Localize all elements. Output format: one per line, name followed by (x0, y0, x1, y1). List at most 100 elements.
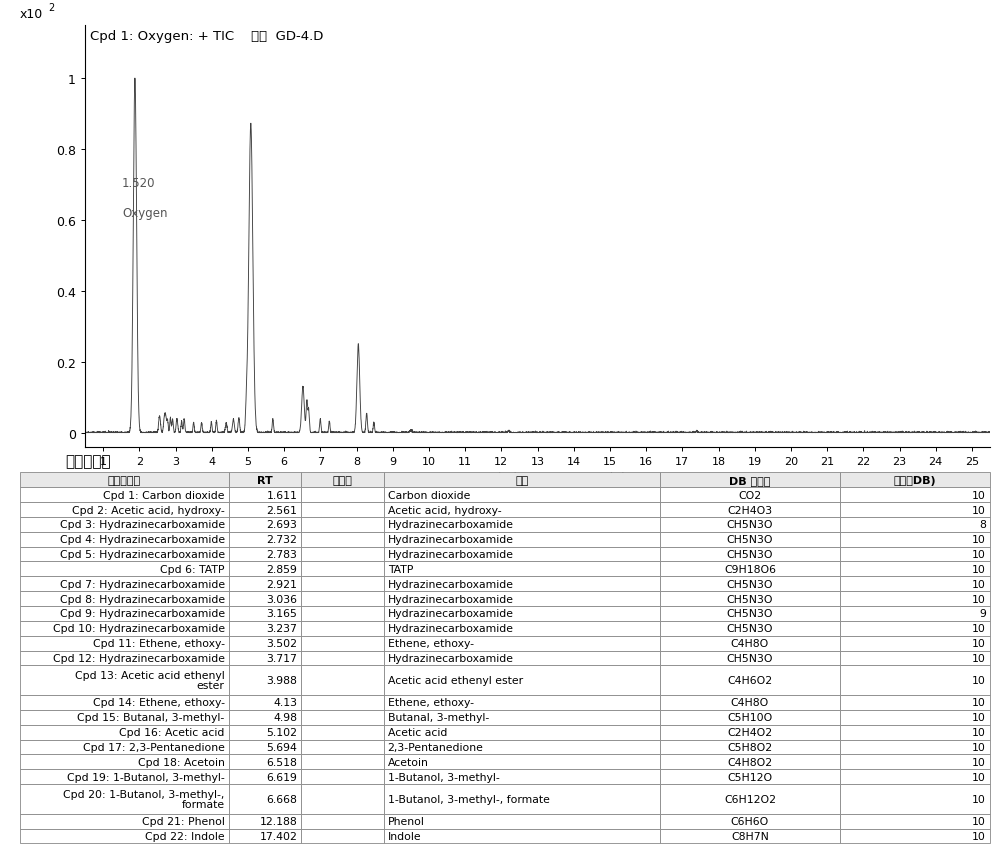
Text: Hydrazinecarboxamide: Hydrazinecarboxamide (388, 520, 514, 530)
Bar (660, 591, 840, 607)
Text: C4H8O: C4H8O (731, 638, 769, 648)
Bar (384, 607, 660, 621)
Text: C8H7N: C8H7N (731, 831, 769, 841)
Bar (660, 547, 840, 561)
Text: 10: 10 (972, 712, 986, 722)
Text: 2.921: 2.921 (267, 579, 297, 589)
Text: 10: 10 (972, 579, 986, 589)
Text: 2.561: 2.561 (267, 505, 297, 515)
Bar (384, 577, 660, 591)
Bar (20, 517, 229, 532)
Bar (384, 829, 660, 843)
Bar (660, 784, 840, 814)
Bar (840, 577, 990, 591)
Bar (384, 591, 660, 607)
Text: Phenol: Phenol (388, 816, 425, 826)
Bar (20, 503, 229, 517)
Text: Carbon dioxide: Carbon dioxide (388, 490, 470, 500)
Bar (660, 769, 840, 784)
Text: 12.188: 12.188 (260, 816, 297, 826)
Text: 10: 10 (972, 505, 986, 515)
Bar (20, 784, 229, 814)
Bar (840, 829, 990, 843)
Bar (384, 665, 660, 695)
Bar (301, 740, 384, 755)
Bar (660, 829, 840, 843)
Text: Cpd 19: 1-Butanol, 3-methyl-: Cpd 19: 1-Butanol, 3-methyl- (67, 772, 225, 782)
Text: Cpd 22: Indole: Cpd 22: Indole (145, 831, 225, 841)
Text: 10: 10 (972, 676, 986, 685)
Bar (660, 814, 840, 829)
Text: Hydrazinecarboxamide: Hydrazinecarboxamide (388, 624, 514, 634)
Bar (660, 577, 840, 591)
Text: 8: 8 (979, 520, 986, 530)
Bar (229, 740, 301, 755)
Text: 10: 10 (972, 624, 986, 634)
Bar (229, 784, 301, 814)
Text: 4.98: 4.98 (273, 712, 297, 722)
Bar (660, 725, 840, 740)
Text: 3.036: 3.036 (266, 594, 297, 604)
Bar (301, 591, 384, 607)
Text: 4.13: 4.13 (273, 698, 297, 708)
Text: Cpd 8: Hydrazinecarboxamide: Cpd 8: Hydrazinecarboxamide (60, 594, 225, 604)
Bar (229, 577, 301, 591)
Text: formate: formate (182, 799, 225, 809)
Bar (20, 695, 229, 710)
Bar (660, 561, 840, 577)
Text: Cpd 5: Hydrazinecarboxamide: Cpd 5: Hydrazinecarboxamide (60, 550, 225, 560)
Text: 2.783: 2.783 (267, 550, 297, 560)
Bar (301, 784, 384, 814)
Text: 10: 10 (972, 653, 986, 663)
Bar (840, 591, 990, 607)
Text: CO2: CO2 (738, 490, 761, 500)
Bar (840, 769, 990, 784)
Text: 3.988: 3.988 (267, 676, 297, 685)
Text: C5H12O: C5H12O (727, 772, 772, 782)
Text: 10: 10 (972, 794, 986, 804)
Bar (20, 621, 229, 636)
Text: 6.518: 6.518 (267, 757, 297, 767)
Text: Cpd 14: Ethene, ethoxy-: Cpd 14: Ethene, ethoxy- (93, 698, 225, 708)
Bar (840, 503, 990, 517)
Text: 3.502: 3.502 (266, 638, 297, 648)
Bar (840, 755, 990, 769)
Text: 6.619: 6.619 (267, 772, 297, 782)
Text: 3.717: 3.717 (267, 653, 297, 663)
Text: CH5N3O: CH5N3O (727, 520, 773, 530)
Bar (301, 814, 384, 829)
Text: 6.668: 6.668 (267, 794, 297, 804)
Bar (20, 487, 229, 503)
Text: Cpd 16: Acetic acid: Cpd 16: Acetic acid (119, 728, 225, 737)
Text: 10: 10 (972, 490, 986, 500)
Text: 10: 10 (972, 757, 986, 767)
Bar (229, 473, 301, 487)
Bar (301, 503, 384, 517)
Text: Oxygen: Oxygen (122, 206, 167, 220)
Bar (20, 710, 229, 725)
Bar (660, 651, 840, 665)
Text: C6H6O: C6H6O (731, 816, 769, 826)
Bar (229, 829, 301, 843)
Bar (660, 517, 840, 532)
Bar (229, 665, 301, 695)
Bar (229, 561, 301, 577)
Text: 10: 10 (972, 728, 986, 737)
Bar (301, 829, 384, 843)
Bar (229, 769, 301, 784)
Bar (660, 503, 840, 517)
Bar (840, 487, 990, 503)
Text: 2,3-Pentanedione: 2,3-Pentanedione (388, 742, 484, 752)
Text: Indole: Indole (388, 831, 421, 841)
Bar (301, 473, 384, 487)
Bar (301, 487, 384, 503)
Text: 名称: 名称 (515, 475, 529, 486)
Bar (840, 710, 990, 725)
Bar (840, 473, 990, 487)
Text: Cpd 1: Oxygen: + TIC    扫描  GD-4.D: Cpd 1: Oxygen: + TIC 扫描 GD-4.D (90, 30, 323, 43)
Bar (660, 487, 840, 503)
Text: 2.732: 2.732 (267, 534, 297, 544)
Bar (229, 621, 301, 636)
X-axis label: Counts (%) vs.    采集时间（ min): Counts (%) vs. 采集时间（ min) (449, 472, 626, 485)
Bar (660, 621, 840, 636)
